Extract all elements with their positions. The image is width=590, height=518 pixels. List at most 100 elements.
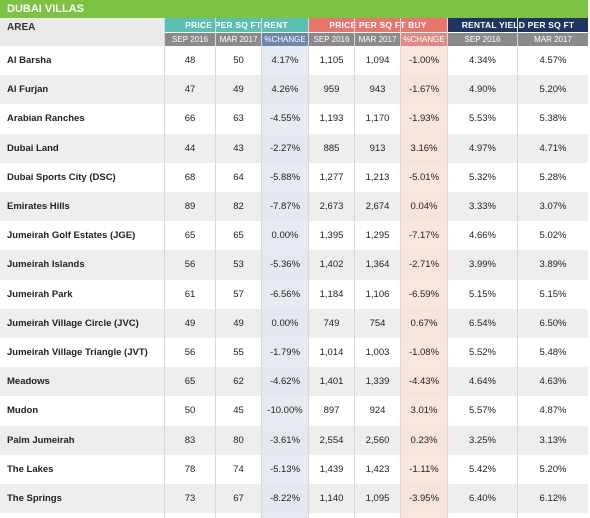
- table-cell: 62: [233, 376, 244, 388]
- table-cell: 5.15%: [539, 288, 567, 300]
- table-cell: 4.90%: [469, 84, 496, 96]
- table-cell: 5.28%: [539, 171, 567, 183]
- table-cell: -7.87%: [269, 201, 301, 212]
- table-cell: 5.32%: [469, 171, 496, 183]
- table-cell: 4.97%: [469, 142, 496, 154]
- table-cell: 3.89%: [539, 259, 567, 271]
- table-cell: 49: [233, 84, 244, 96]
- table-title: DUBAI VILLAS: [0, 0, 588, 18]
- table-cell: 885: [323, 142, 340, 154]
- column-subheader: SEP 2016: [165, 33, 215, 46]
- table-cell: 80: [233, 434, 244, 446]
- table-cell: 3.25%: [469, 434, 496, 446]
- table-cell: 4.57%: [539, 55, 567, 66]
- table-cell: 64: [233, 171, 244, 183]
- table-cell: 5.52%: [469, 347, 496, 358]
- table-cell: 66: [184, 113, 196, 125]
- table-cell: 943: [369, 84, 386, 96]
- table-cell: 67: [233, 493, 244, 504]
- table-cell: 1,140: [319, 493, 344, 504]
- table-cell: 5.42%: [469, 463, 496, 475]
- table-cell: 2,554: [319, 434, 344, 446]
- table-cell: 1,184: [319, 288, 344, 300]
- table-cell: -3.95%: [408, 493, 440, 504]
- table-cell: 65: [233, 230, 244, 242]
- area-name: The Lakes: [7, 463, 54, 475]
- table-cell: 6.50%: [539, 317, 567, 329]
- table-cell: 4.34%: [469, 55, 496, 66]
- table-cell: 55: [233, 347, 244, 358]
- table-cell: 4.66%: [469, 230, 496, 242]
- table-cell: -10.00%: [267, 405, 303, 417]
- column-divider: [308, 18, 309, 518]
- table-cell: 3.01%: [410, 405, 438, 417]
- table-cell: 82: [233, 201, 244, 212]
- table-cell: 5.15%: [469, 288, 496, 300]
- table-cell: 749: [323, 317, 340, 329]
- table-cell: -6.59%: [408, 288, 440, 300]
- area-name: Dubai Land: [7, 142, 59, 154]
- area-name: The Springs: [7, 493, 62, 504]
- table-cell: 48: [184, 55, 196, 66]
- table-cell: 6.40%: [469, 493, 496, 504]
- table-cell: -5.13%: [269, 463, 301, 475]
- table-cell: -8.22%: [269, 493, 301, 504]
- column-divider: [164, 18, 165, 518]
- table-cell: 1,014: [319, 347, 344, 358]
- column-subheader: %CHANGE: [401, 33, 447, 46]
- table-cell: -2.71%: [408, 259, 440, 271]
- table-cell: 6.12%: [539, 493, 567, 504]
- table-cell: 78: [184, 463, 196, 475]
- table-cell: 959: [323, 84, 340, 96]
- table-cell: -2.27%: [269, 142, 301, 154]
- table-cell: 4.17%: [271, 55, 299, 66]
- area-name: Palm Jumeirah: [7, 434, 75, 446]
- column-subheader: SEP 2016: [309, 33, 354, 46]
- table-cell: 63: [233, 113, 244, 125]
- area-column-header: AREA: [0, 18, 164, 46]
- table-cell: -7.17%: [408, 230, 440, 242]
- table-cell: 1,094: [365, 55, 390, 66]
- table-cell: 65: [184, 230, 196, 242]
- table-cell: 4.64%: [469, 376, 496, 388]
- column-divider: [215, 18, 216, 518]
- table-cell: 1,295: [365, 230, 390, 242]
- table-cell: 5.57%: [469, 405, 496, 417]
- table-cell: 1,401: [319, 376, 344, 388]
- table-cell: 1,277: [319, 171, 344, 183]
- table-cell: 897: [323, 405, 340, 417]
- area-name: Jumeirah Islands: [7, 259, 85, 271]
- table-cell: 3.07%: [539, 201, 567, 212]
- table-cell: 1,423: [365, 463, 390, 475]
- table-cell: 1,106: [365, 288, 390, 300]
- table-cell: 0.23%: [410, 434, 438, 446]
- table-cell: 3.13%: [539, 434, 567, 446]
- table-cell: 89: [184, 201, 196, 212]
- table-cell: 4.63%: [539, 376, 567, 388]
- table-cell: -5.88%: [269, 171, 301, 183]
- table-cell: 5.53%: [469, 113, 496, 125]
- table-cell: 47: [184, 84, 196, 96]
- table-cell: 2,674: [365, 201, 390, 212]
- table-cell: 57: [233, 288, 244, 300]
- column-divider: [354, 18, 355, 518]
- table-cell: 1,193: [319, 113, 344, 125]
- column-subheader: MAR 2017: [518, 33, 588, 46]
- table-cell: 74: [233, 463, 244, 475]
- area-name: Jumeirah Park: [7, 288, 73, 300]
- table-cell: 56: [184, 259, 196, 271]
- table-cell: 44: [184, 142, 196, 154]
- table-cell: 5.48%: [539, 347, 567, 358]
- group-header: PRICE PER SQ FT BUY: [309, 18, 447, 32]
- table-cell: 83: [184, 434, 196, 446]
- table-cell: 2,673: [319, 201, 344, 212]
- table-cell: 1,170: [365, 113, 390, 125]
- table-cell: 0.00%: [271, 230, 299, 242]
- column-subheader: MAR 2017: [216, 33, 261, 46]
- area-name: Jumeirah Golf Estates (JGE): [7, 230, 136, 242]
- area-name: Dubai Sports City (DSC): [7, 171, 116, 183]
- column-subheader: SEP 2016: [448, 33, 517, 46]
- area-name: Emirates Hills: [7, 201, 70, 212]
- column-divider: [447, 18, 448, 518]
- table-cell: 50: [184, 405, 196, 417]
